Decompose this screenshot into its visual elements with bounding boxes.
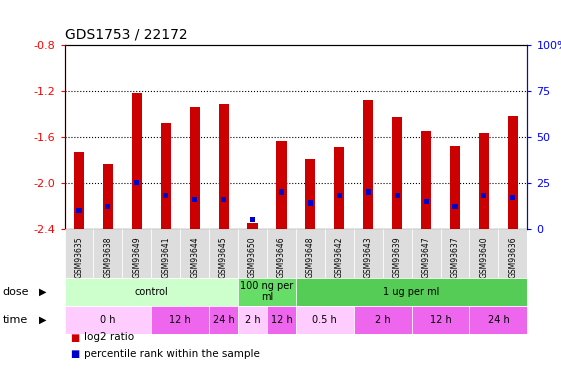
Bar xyxy=(219,104,229,229)
Bar xyxy=(498,229,527,278)
Text: GSM93649: GSM93649 xyxy=(132,236,141,278)
Bar xyxy=(221,197,226,202)
Bar xyxy=(424,199,429,204)
Bar xyxy=(160,123,171,229)
Bar xyxy=(363,100,373,229)
Text: GSM93641: GSM93641 xyxy=(161,236,170,278)
Text: GSM93645: GSM93645 xyxy=(219,236,228,278)
Text: GSM93639: GSM93639 xyxy=(393,236,402,278)
Text: ▶: ▶ xyxy=(39,286,47,297)
Bar xyxy=(383,229,412,278)
Bar xyxy=(65,229,94,278)
Bar xyxy=(192,197,197,202)
Bar xyxy=(470,229,498,278)
Text: 24 h: 24 h xyxy=(488,315,509,325)
Bar xyxy=(247,223,257,229)
Text: 2 h: 2 h xyxy=(245,315,260,325)
Text: 0.5 h: 0.5 h xyxy=(312,315,337,325)
Bar xyxy=(267,306,296,334)
Bar xyxy=(334,147,344,229)
Bar xyxy=(180,229,209,278)
Text: 1 ug per ml: 1 ug per ml xyxy=(384,286,440,297)
Text: GDS1753 / 22172: GDS1753 / 22172 xyxy=(65,27,187,41)
Bar xyxy=(238,229,267,278)
Text: 12 h: 12 h xyxy=(169,315,191,325)
Bar xyxy=(392,117,402,229)
Text: GSM93635: GSM93635 xyxy=(75,236,84,278)
Bar xyxy=(325,229,354,278)
Bar xyxy=(277,141,287,229)
Bar xyxy=(151,229,180,278)
Text: GSM93647: GSM93647 xyxy=(422,236,431,278)
Text: dose: dose xyxy=(3,286,29,297)
Bar xyxy=(250,217,255,222)
Text: GSM93648: GSM93648 xyxy=(306,236,315,278)
Text: time: time xyxy=(3,315,28,325)
Text: GSM93650: GSM93650 xyxy=(248,236,257,278)
Bar xyxy=(76,208,81,213)
Text: GSM93640: GSM93640 xyxy=(480,236,489,278)
Text: ■: ■ xyxy=(70,333,79,342)
Bar xyxy=(412,229,440,278)
Bar xyxy=(508,116,518,229)
Bar xyxy=(238,278,296,306)
Bar xyxy=(267,229,296,278)
Bar xyxy=(209,306,238,334)
Text: GSM93646: GSM93646 xyxy=(277,236,286,278)
Bar xyxy=(308,201,313,206)
Bar xyxy=(453,204,458,209)
Bar xyxy=(132,93,142,229)
Bar xyxy=(65,278,238,306)
Text: GSM93638: GSM93638 xyxy=(103,236,112,278)
Bar xyxy=(296,278,527,306)
Bar xyxy=(296,229,325,278)
Bar xyxy=(122,229,151,278)
Bar xyxy=(412,306,470,334)
Bar xyxy=(481,193,486,198)
Bar xyxy=(209,229,238,278)
Bar xyxy=(421,131,431,229)
Bar xyxy=(354,306,412,334)
Text: control: control xyxy=(135,286,168,297)
Text: 12 h: 12 h xyxy=(270,315,292,325)
Text: percentile rank within the sample: percentile rank within the sample xyxy=(84,350,260,359)
Text: 12 h: 12 h xyxy=(430,315,452,325)
Bar xyxy=(440,229,470,278)
Bar xyxy=(65,306,151,334)
Bar xyxy=(105,204,111,209)
Bar xyxy=(394,193,399,198)
Bar xyxy=(479,134,489,229)
Bar xyxy=(74,152,84,229)
Text: ▶: ▶ xyxy=(39,315,47,325)
Bar xyxy=(163,193,168,198)
Bar xyxy=(151,306,209,334)
Bar xyxy=(103,164,113,229)
Bar xyxy=(450,146,460,229)
Text: log2 ratio: log2 ratio xyxy=(84,333,134,342)
Bar xyxy=(354,229,383,278)
Text: GSM93644: GSM93644 xyxy=(190,236,199,278)
Text: ■: ■ xyxy=(70,350,79,359)
Bar xyxy=(470,306,527,334)
Text: GSM93636: GSM93636 xyxy=(508,236,517,278)
Bar xyxy=(511,195,516,200)
Bar xyxy=(279,189,284,195)
Text: GSM93643: GSM93643 xyxy=(364,236,373,278)
Text: GSM93637: GSM93637 xyxy=(450,236,459,278)
Bar xyxy=(337,193,342,198)
Text: 0 h: 0 h xyxy=(100,315,116,325)
Text: 100 ng per
ml: 100 ng per ml xyxy=(240,281,293,302)
Bar xyxy=(305,159,315,229)
Bar xyxy=(94,229,122,278)
Bar xyxy=(134,180,139,185)
Text: GSM93642: GSM93642 xyxy=(335,236,344,278)
Bar xyxy=(190,107,200,229)
Bar xyxy=(366,189,371,195)
Bar xyxy=(238,306,267,334)
Text: 24 h: 24 h xyxy=(213,315,234,325)
Bar xyxy=(296,306,354,334)
Text: 2 h: 2 h xyxy=(375,315,390,325)
